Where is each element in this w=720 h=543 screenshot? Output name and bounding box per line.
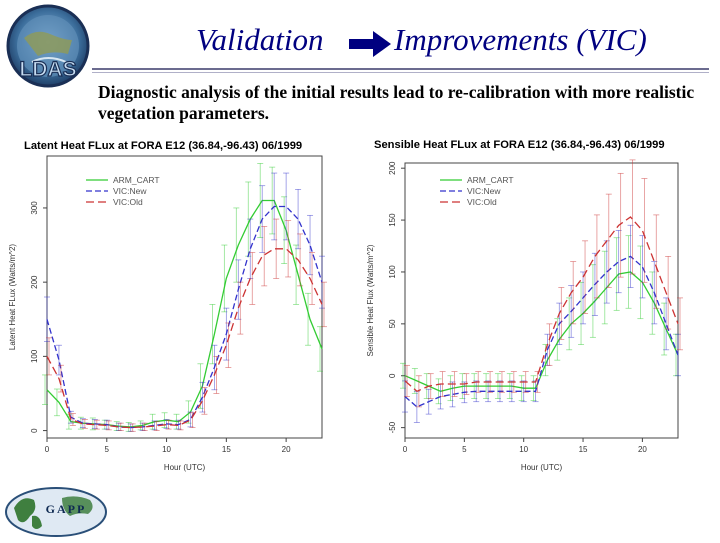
latent-line-vic-new xyxy=(46,205,323,429)
latent-legend-label: VIC:New xyxy=(113,186,147,196)
latent-series-vic-old xyxy=(46,218,327,432)
sensible-x-tick-label: 0 xyxy=(403,445,408,454)
sensible-series-vic-new xyxy=(402,224,681,423)
sensible-x-tick-label: 15 xyxy=(579,445,588,454)
right-arrow-icon xyxy=(349,31,391,57)
latent-x-axis-label: Hour (UTC) xyxy=(164,463,206,472)
sensible-series-vic-old xyxy=(404,159,683,408)
sensible-line-vic-old xyxy=(404,216,679,393)
sensible-y-axis-label: Sensible Heat Flux (Watts/m^2) xyxy=(366,244,375,356)
title-divider-shadow xyxy=(92,72,709,73)
sensible-x-tick-label: 5 xyxy=(462,445,467,454)
subtitle-text: Diagnostic analysis of the initial resul… xyxy=(98,82,695,123)
sensible-series-arm-cart xyxy=(400,235,679,405)
gapp-logo-text: GAPP xyxy=(46,502,87,516)
sensible-chart-title: Sensible Heat FLux at FORA E12 (36.84,-9… xyxy=(374,139,665,151)
title-validation: Validation xyxy=(196,22,324,57)
latent-plot-frame xyxy=(46,155,323,439)
latent-y-tick-label: 100 xyxy=(30,349,39,363)
latent-legend-label: VIC:Old xyxy=(113,197,143,207)
sensible-legend-label: ARM_CART xyxy=(467,175,514,185)
latent-x-tick-label: 15 xyxy=(222,445,231,454)
latent-y-tick-label: 0 xyxy=(30,428,39,433)
sensible-y-tick-label: 100 xyxy=(388,265,397,279)
sensible-y-tick-label: 200 xyxy=(388,161,397,175)
latent-line-arm-cart xyxy=(46,199,323,428)
latent-x-tick-label: 20 xyxy=(282,445,291,454)
sensible-legend-label: VIC:New xyxy=(467,186,501,196)
latent-chart-title: Latent Heat FLux at FORA E12 (36.84,-96.… xyxy=(24,140,303,152)
title-divider xyxy=(92,68,709,70)
title-improvements: Improvements (VIC) xyxy=(394,22,647,57)
sensible-y-tick-label: -50 xyxy=(388,421,397,433)
sensible-x-axis-label: Hour (UTC) xyxy=(521,463,563,472)
sensible-x-tick-label: 10 xyxy=(519,445,528,454)
sensible-x-tick-label: 20 xyxy=(638,445,647,454)
latent-x-tick-label: 10 xyxy=(162,445,171,454)
latent-y-tick-label: 300 xyxy=(30,201,39,215)
latent-series-vic-new xyxy=(44,172,325,432)
sensible-y-tick-label: 150 xyxy=(388,213,397,227)
sensible-line-vic-new xyxy=(404,255,679,408)
latent-x-tick-label: 0 xyxy=(45,445,50,454)
ldas-logo: LDAS xyxy=(2,2,94,94)
sensible-y-tick-label: 50 xyxy=(388,319,397,328)
latent-y-axis-label: Latent Heat FLux (Watts/m^2) xyxy=(8,244,17,350)
sensible-plot-frame xyxy=(404,162,679,439)
slide-title: Validation Improvements (VIC) xyxy=(0,18,720,68)
gapp-logo: GAPP xyxy=(4,486,108,538)
ldas-logo-text: LDAS xyxy=(19,58,76,81)
sensible-line-arm-cart xyxy=(404,271,679,392)
sensible-legend-label: VIC:Old xyxy=(467,197,497,207)
latent-y-tick-label: 200 xyxy=(30,275,39,289)
latent-series-arm-cart xyxy=(42,163,323,432)
latent-x-tick-label: 5 xyxy=(105,445,110,454)
latent-line-vic-old xyxy=(46,248,323,429)
latent-legend-label: ARM_CART xyxy=(113,175,160,185)
sensible-y-tick-label: 0 xyxy=(388,373,397,378)
